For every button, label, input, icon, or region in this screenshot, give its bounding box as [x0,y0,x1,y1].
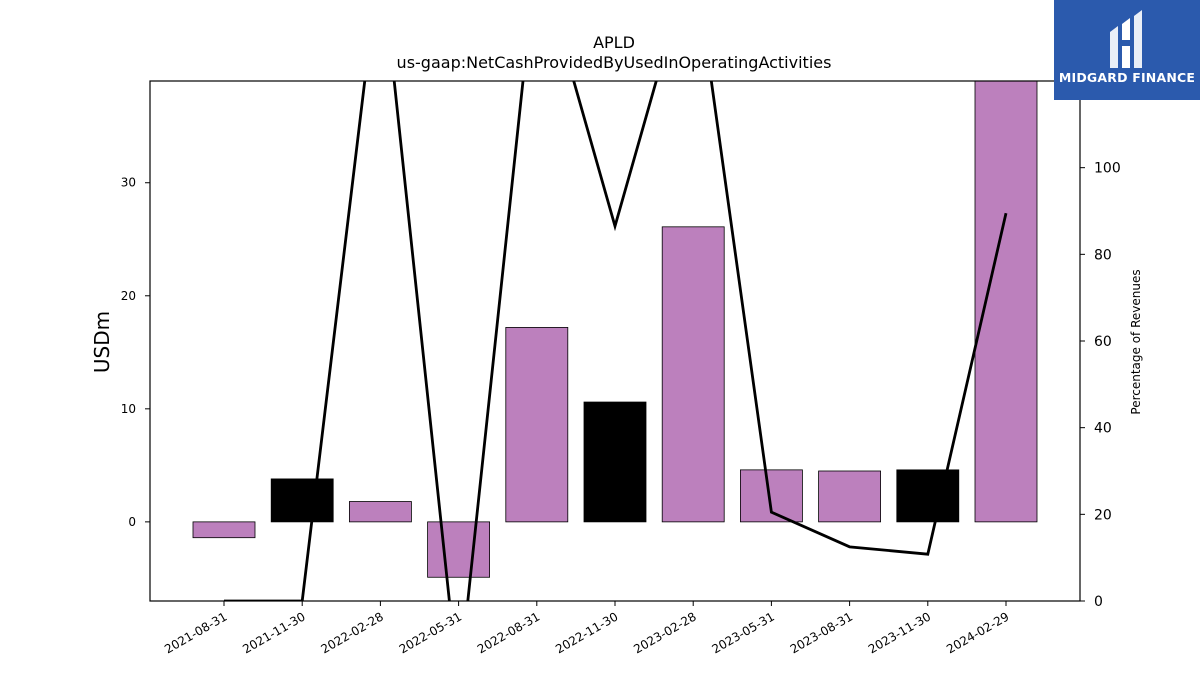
y-axis-label: USDm [90,311,114,373]
x-tick-label: 2022-02-28 [318,609,385,656]
bar-2022-05-31 [427,521,491,578]
x-tick-label: 2021-11-30 [240,609,307,656]
x-tick-label: 2023-02-28 [631,609,698,656]
bar-2023-02-28 [661,226,725,523]
y2-tick-label: 0 [1094,594,1103,610]
chart-title: APLD [593,33,635,52]
logo-icon [1110,10,1142,68]
y-tick-label: 0 [128,515,136,529]
x-tick-label: 2022-11-30 [553,609,620,656]
bar-2024-02-29 [974,81,1038,523]
bar-2022-08-31 [505,327,569,523]
bar-2023-08-31 [818,470,881,523]
y2-axis-label: Percentage of Revenues [1129,269,1143,414]
pct-revenue-line [224,81,1008,601]
chart-subtitle: us-gaap:NetCashProvidedByUsedInOperating… [397,53,832,72]
y2-tick-label: 20 [1094,507,1112,523]
y-tick-label: 30 [121,176,136,190]
bar-2023-05-31 [740,469,803,523]
brand-logo: MIDGARD FINANCE [1054,0,1200,100]
bar-2021-08-31 [192,521,256,539]
bar-2022-02-28 [348,501,412,523]
bars-group [192,81,1038,578]
y-tick-label: 20 [121,289,136,303]
x-tick-label: 2021-08-31 [162,609,229,656]
x-tick-label: 2023-11-30 [866,609,933,656]
y2-tick-label: 100 [1094,161,1121,177]
y2-tick-label: 80 [1094,247,1112,263]
y-tick-label: 10 [121,402,136,416]
brand-name: MIDGARD FINANCE [1058,70,1196,85]
y2-tick-label: 40 [1094,421,1112,437]
x-tick-label: 2022-08-31 [475,609,542,656]
x-tick-label: 2024-02-29 [944,609,1011,656]
y2-tick-label: 60 [1094,334,1112,350]
plot-frame [149,80,1081,602]
bar-2023-11-30 [896,469,960,523]
x-tick-label: 2023-08-31 [788,609,855,656]
x-tick-label: 2022-05-31 [397,609,464,656]
x-tick-label: 2023-05-31 [709,609,776,656]
line-group [224,81,1008,601]
bar-2022-11-30 [583,401,647,523]
bar-2021-11-30 [270,478,334,523]
